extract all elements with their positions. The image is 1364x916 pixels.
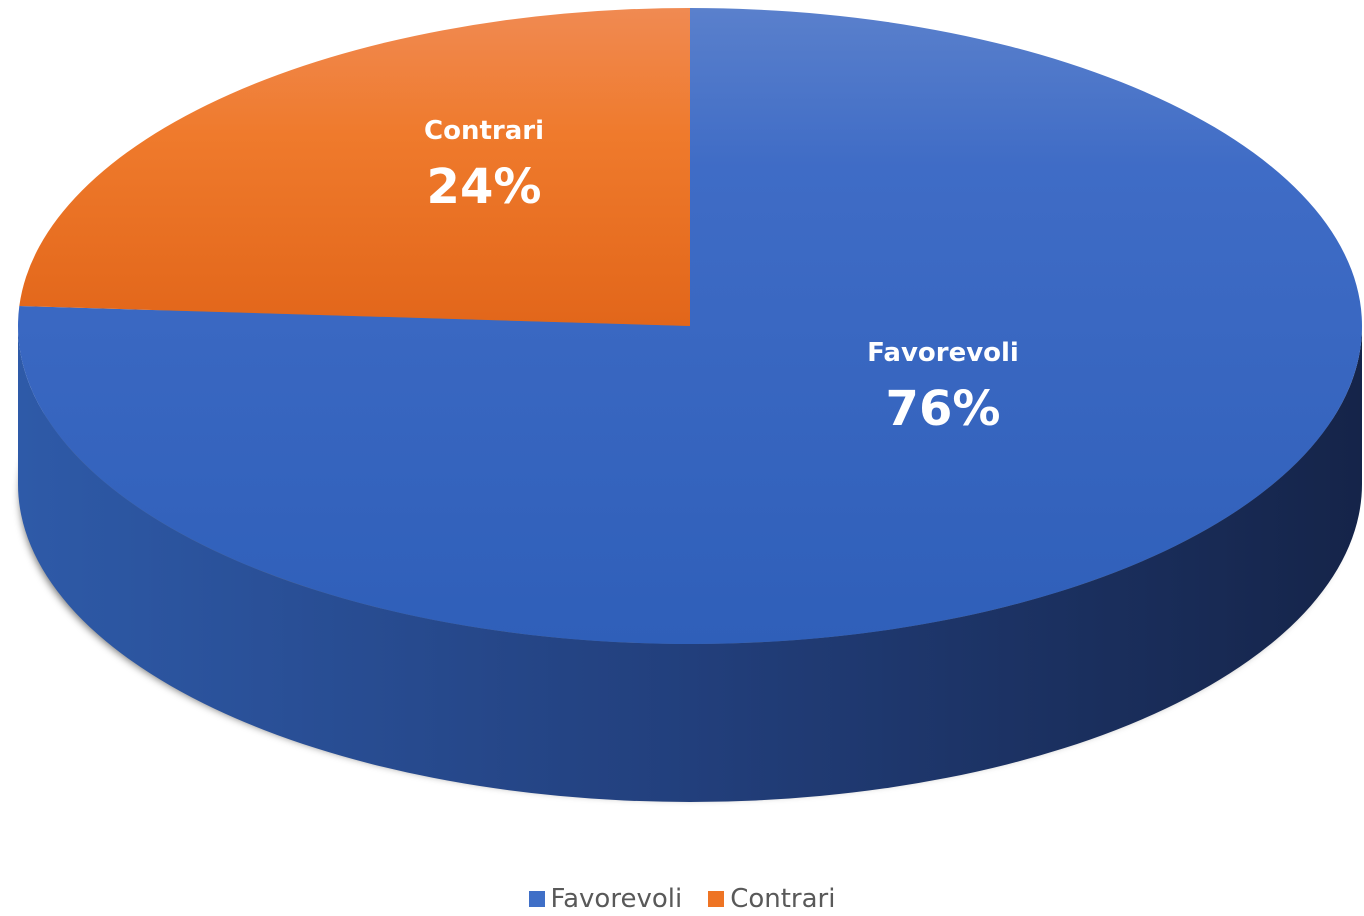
legend-item-contrari: Contrari xyxy=(708,884,835,914)
legend: Favorevoli Contrari xyxy=(0,884,1364,914)
legend-swatch-favorevoli xyxy=(528,891,545,907)
slice-label-contrari: Contrari xyxy=(424,116,544,146)
legend-swatch-contrari xyxy=(708,891,725,907)
slice-value-favorevoli: 76% xyxy=(886,381,1001,437)
pie-slice-contrari xyxy=(19,8,690,326)
slice-value-contrari: 24% xyxy=(427,159,542,215)
legend-label-favorevoli: Favorevoli xyxy=(550,884,683,914)
slice-label-favorevoli: Favorevoli xyxy=(867,338,1019,368)
pie-slice-favorevoli xyxy=(18,8,1363,644)
pie-side-favorevoli xyxy=(18,326,1362,802)
legend-label-contrari: Contrari xyxy=(730,884,836,914)
legend-item-favorevoli: Favorevoli xyxy=(528,884,683,914)
